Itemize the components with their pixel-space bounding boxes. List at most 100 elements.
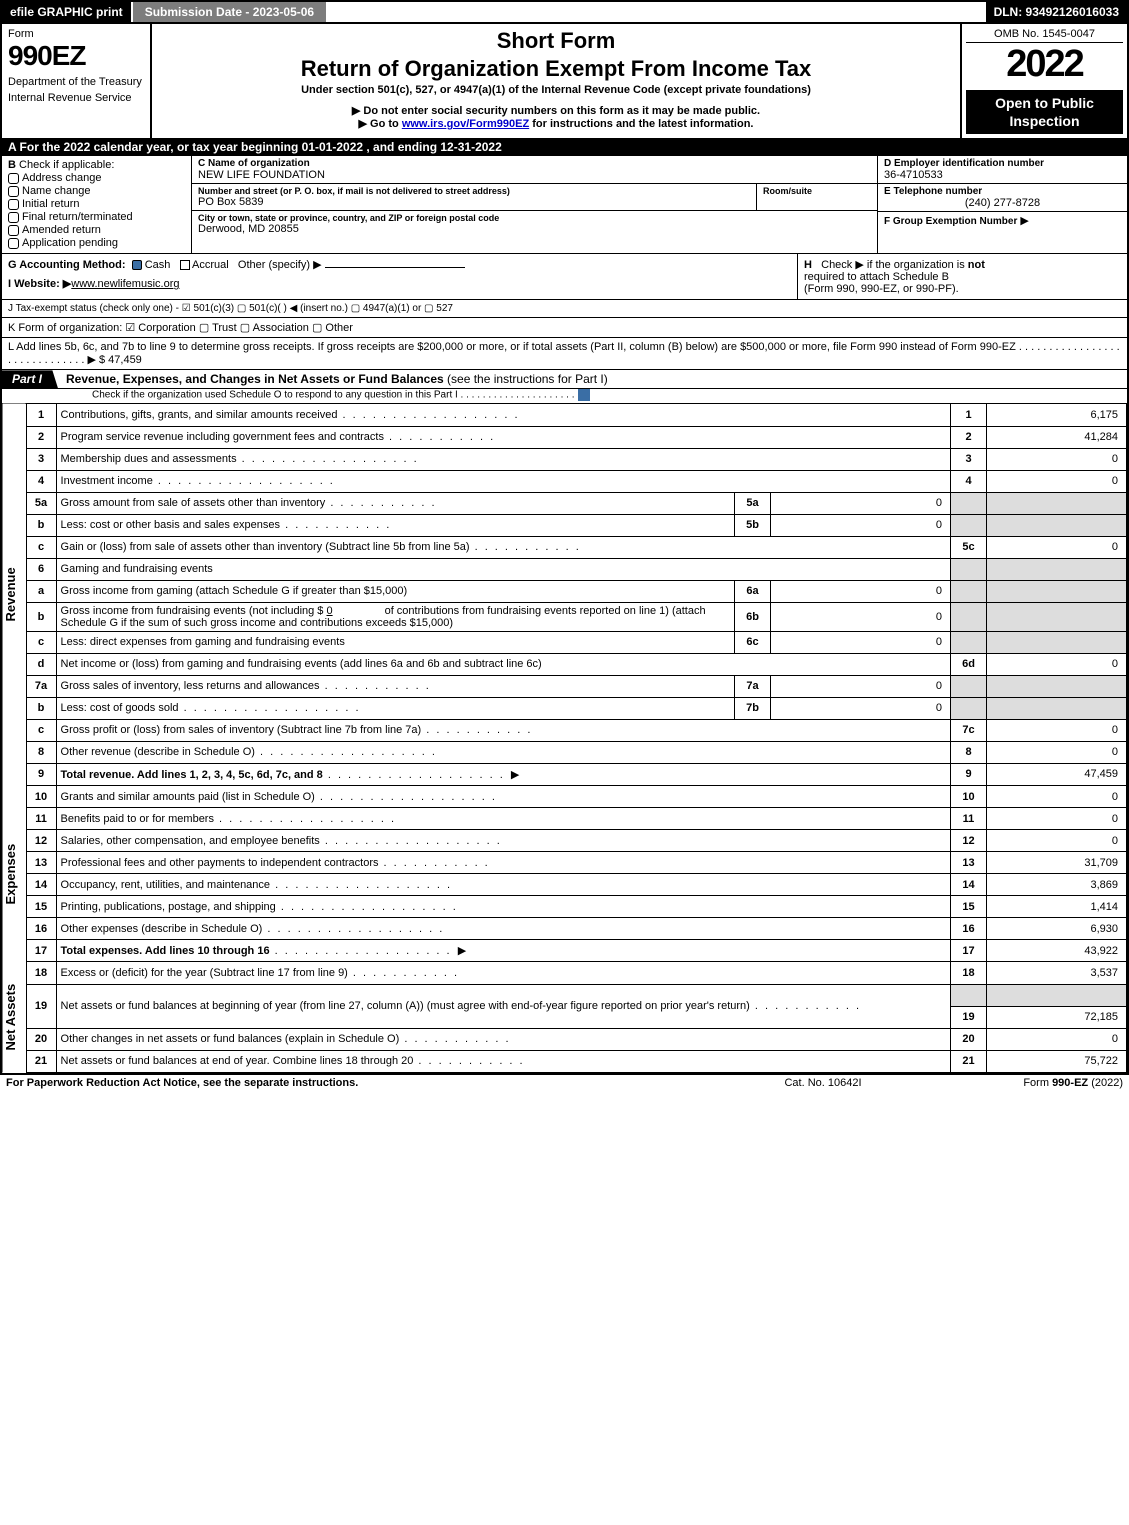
h-schedule-b: H Check ▶ if the organization is not req… [797, 254, 1127, 299]
l7a-sn: 7a [735, 675, 771, 697]
grey-cell [987, 514, 1127, 536]
l-value: 47,459 [108, 354, 142, 366]
l8-rval: 0 [987, 741, 1127, 763]
grey-cell [951, 580, 987, 602]
g-i-left: G Accounting Method: Cash Accrual Other … [2, 254, 797, 299]
l17-rnum: 17 [951, 940, 987, 962]
part-1-title: Revenue, Expenses, and Changes in Net As… [58, 372, 1127, 386]
h-text2: if the organization is [867, 259, 965, 271]
phone-label: E Telephone number [884, 186, 1121, 197]
accrual-label: Accrual [192, 259, 229, 271]
l6c-num: c [26, 631, 56, 653]
form-body: Form 990EZ Department of the Treasury In… [0, 24, 1129, 1075]
l5a-sn: 5a [735, 492, 771, 514]
chk-name-change[interactable]: Name change [8, 185, 185, 197]
l13-rnum: 13 [951, 852, 987, 874]
l2-rval: 41,284 [987, 426, 1127, 448]
group-exemption-cell: F Group Exemption Number ▶ [878, 212, 1127, 229]
l14-rval: 3,869 [987, 874, 1127, 896]
cash-label: Cash [145, 259, 171, 271]
l6b-sv: 0 [771, 602, 951, 631]
row-a-tax-year: A For the 2022 calendar year, or tax yea… [2, 138, 1127, 156]
l17-num: 17 [26, 940, 56, 962]
l7b-sv: 0 [771, 697, 951, 719]
irs-link[interactable]: www.irs.gov/Form990EZ [402, 118, 529, 130]
l10-rval: 0 [987, 786, 1127, 808]
l8-desc: Other revenue (describe in Schedule O) [61, 746, 437, 758]
ssn-warning: ▶ Do not enter social security numbers o… [160, 104, 952, 117]
l6-num: 6 [26, 558, 56, 580]
l13-desc: Professional fees and other payments to … [61, 857, 490, 869]
grey-cell [987, 602, 1127, 631]
l6c-desc: Less: direct expenses from gaming and fu… [56, 631, 734, 653]
chk-cash[interactable] [132, 260, 142, 270]
header-left: Form 990EZ Department of the Treasury In… [2, 24, 152, 138]
ein-value: 36-4710533 [884, 169, 1121, 181]
header-right: OMB No. 1545-0047 2022 Open to Public In… [962, 24, 1127, 138]
chk-final-return[interactable]: Final return/terminated [8, 211, 185, 223]
chk-initial-return[interactable]: Initial return [8, 198, 185, 210]
chk-address-change[interactable]: Address change [8, 172, 185, 184]
l6b-sn: 6b [735, 602, 771, 631]
l5c-num: c [26, 536, 56, 558]
line-k-form-org: K Form of organization: ☑ Corporation ▢ … [2, 318, 1127, 338]
l20-rnum: 20 [951, 1028, 987, 1050]
room-label: Room/suite [763, 186, 871, 196]
expenses-side-label: Expenses [2, 786, 26, 963]
l5b-sn: 5b [735, 514, 771, 536]
chk-application-pending[interactable]: Application pending [8, 237, 185, 249]
omb-number: OMB No. 1545-0047 [966, 28, 1123, 43]
chk-schedule-o[interactable] [578, 389, 590, 401]
l2-num: 2 [26, 426, 56, 448]
l21-rval: 75,722 [987, 1050, 1127, 1072]
efile-print-button[interactable]: efile GRAPHIC print [2, 2, 133, 22]
grey-cell [987, 631, 1127, 653]
l10-desc: Grants and similar amounts paid (list in… [61, 791, 497, 803]
city-value: Derwood, MD 20855 [198, 223, 871, 235]
chk-accrual[interactable] [180, 260, 190, 270]
submission-date: Submission Date - 2023-05-06 [133, 2, 326, 22]
l13-num: 13 [26, 852, 56, 874]
section-b-through-f: B Check if applicable: Address change Na… [2, 156, 1127, 254]
l15-num: 15 [26, 896, 56, 918]
h-not: not [968, 259, 985, 271]
l4-rval: 0 [987, 470, 1127, 492]
paperwork-notice: For Paperwork Reduction Act Notice, see … [6, 1077, 723, 1089]
l4-num: 4 [26, 470, 56, 492]
col-c-org-info: C Name of organization NEW LIFE FOUNDATI… [192, 156, 877, 253]
revenue-side-label: Revenue [2, 404, 26, 786]
i-label: I Website: ▶ [8, 278, 71, 290]
grey-cell [987, 984, 1127, 1006]
room-cell: Room/suite [757, 184, 877, 210]
city-label: City or town, state or province, country… [198, 213, 871, 223]
chk-amended-return[interactable]: Amended return [8, 224, 185, 236]
l-text: L Add lines 5b, 6c, and 7b to line 9 to … [8, 341, 1120, 366]
grey-cell [987, 697, 1127, 719]
l11-rval: 0 [987, 808, 1127, 830]
part-1-tab: Part I [2, 370, 58, 388]
l9-num: 9 [26, 763, 56, 785]
l6d-rnum: 6d [951, 653, 987, 675]
l12-num: 12 [26, 830, 56, 852]
l9-desc: Total revenue. Add lines 1, 2, 3, 4, 5c,… [61, 769, 323, 781]
org-name-cell: C Name of organization NEW LIFE FOUNDATI… [192, 156, 877, 184]
l21-desc: Net assets or fund balances at end of ye… [61, 1055, 525, 1067]
org-name-label: C Name of organization [198, 158, 871, 169]
revenue-block: Revenue 1Contributions, gifts, grants, a… [2, 404, 1127, 786]
ein-label: D Employer identification number [884, 158, 1121, 169]
l19-num: 19 [26, 984, 56, 1028]
l11-rnum: 11 [951, 808, 987, 830]
l6c-sv: 0 [771, 631, 951, 653]
l6d-num: d [26, 653, 56, 675]
dept-treasury: Department of the Treasury [8, 76, 144, 88]
line-j-tax-exempt: J Tax-exempt status (check only one) - ☑… [2, 300, 1127, 318]
net-assets-table: 18 Excess or (deficit) for the year (Subt… [26, 962, 1127, 1073]
l7a-sv: 0 [771, 675, 951, 697]
l18-desc: Excess or (deficit) for the year (Subtra… [61, 967, 460, 979]
l8-rnum: 8 [951, 741, 987, 763]
l18-rnum: 18 [951, 962, 987, 984]
l14-num: 14 [26, 874, 56, 896]
l19-rnum: 19 [951, 1006, 987, 1028]
l1-num: 1 [26, 404, 56, 426]
dln-label: DLN: 93492126016033 [986, 2, 1127, 22]
